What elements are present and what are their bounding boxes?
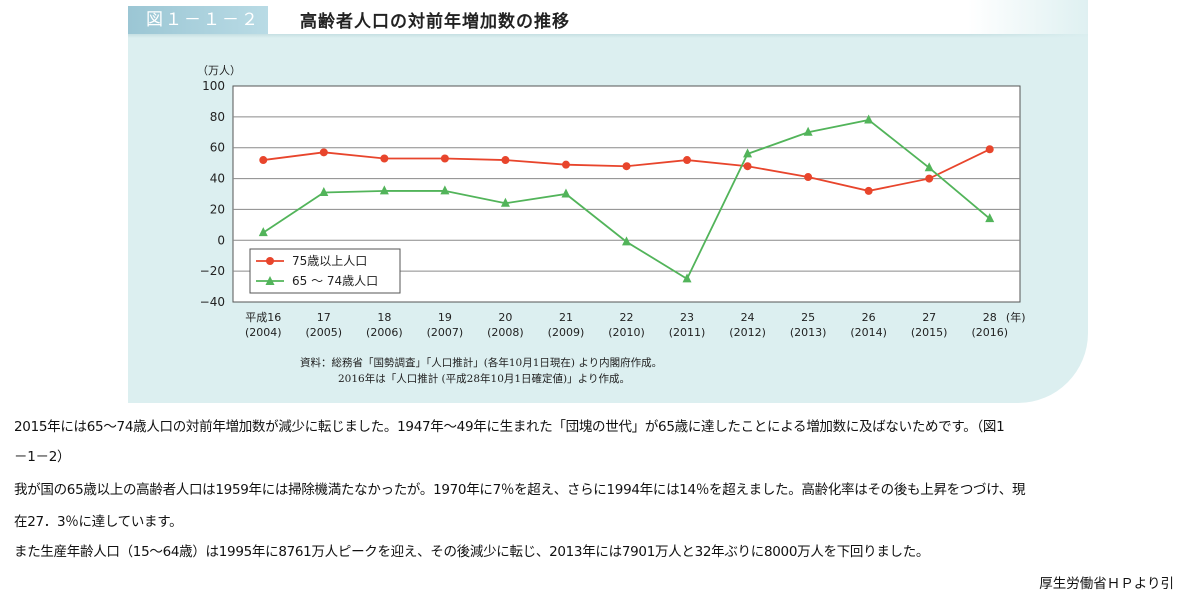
x-tick-label: (2012): [729, 326, 766, 339]
data-point: [682, 273, 692, 283]
data-point: [985, 213, 995, 223]
x-tick-label: (2014): [850, 326, 887, 339]
paragraph-1-line-2: －1－2）: [14, 449, 71, 465]
data-point: [380, 154, 389, 163]
data-point: [743, 162, 752, 171]
source-credit: 厚生労働省ＨＰより引: [1039, 576, 1174, 592]
data-point: [924, 162, 934, 172]
legend: [249, 248, 401, 294]
data-point: [803, 126, 813, 136]
data-point: [258, 227, 268, 237]
x-tick-label: (2009): [548, 326, 585, 339]
y-tick-label: 0: [217, 233, 225, 247]
x-tick-label: (2016): [971, 326, 1008, 339]
data-point: [561, 188, 571, 198]
x-tick-label: 19: [438, 311, 452, 324]
x-tick-label: 23: [680, 311, 694, 324]
source-note-line-2: 2016年は「人口推計 (平成28年10月1日確定値)」より作成。: [338, 373, 630, 385]
figure-panel: 図１－１－２ 高齢者人口の対前年増加数の推移 100 80 60 40 20 0 −20 −4…: [128, 0, 1088, 403]
x-tick-label: (2010): [608, 326, 645, 339]
line-chart: 100 80 60 40 20 0 −20 −40 （万人） 平成16 (2004) 17 (2005)…: [197, 64, 1026, 339]
x-tick-label: 17: [317, 311, 331, 324]
data-point: [864, 186, 873, 195]
legend-label: 75歳以上人口: [292, 254, 367, 268]
y-tick-label: −40: [200, 295, 225, 309]
legend-marker: [265, 276, 275, 285]
x-tick-label: 21: [559, 311, 573, 324]
data-point: [622, 162, 631, 171]
x-tick-label: 20: [498, 311, 512, 324]
y-tick-label: 40: [210, 172, 225, 186]
figure-title: 高齢者人口の対前年増加数の推移: [300, 12, 570, 32]
figure-header: [128, 0, 1088, 38]
y-tick-label: −20: [200, 264, 225, 278]
y-tick-label: 20: [210, 202, 225, 216]
data-point: [804, 173, 813, 182]
data-point: [259, 156, 268, 165]
data-point: [319, 186, 329, 196]
x-axis-unit: (年): [1006, 310, 1026, 324]
figure-number-label: 図１－１－２: [128, 6, 268, 34]
y-tick-label: 80: [210, 110, 225, 124]
data-point: [319, 148, 328, 157]
y-tick-label: 60: [210, 141, 225, 155]
header-divider: [128, 34, 1088, 38]
x-tick-label: (2015): [911, 326, 948, 339]
data-point: [440, 185, 450, 195]
x-tick-label: (2006): [366, 326, 403, 339]
header-swoosh: [968, 0, 1088, 38]
y-tick-label: 100: [202, 79, 225, 93]
x-tick-label: 24: [741, 311, 755, 324]
x-tick-label: 平成16: [245, 311, 281, 324]
data-point: [500, 197, 510, 207]
data-point: [864, 114, 874, 124]
data-point: [985, 145, 994, 154]
paragraph-2-line-1: 我が国の65歳以上の高齢者人口は1959年には掃除機満たなかったが。1970年に…: [14, 482, 1026, 498]
x-tick-label: (2013): [790, 326, 827, 339]
x-tick-label: 26: [862, 311, 876, 324]
y-axis-label: （万人）: [197, 64, 241, 77]
x-tick-label: (2008): [487, 326, 524, 339]
x-tick-label: (2011): [669, 326, 706, 339]
paragraph-2-line-2: 在27．3％に達しています。: [14, 514, 183, 530]
data-point: [743, 148, 753, 158]
data-point: [622, 236, 631, 246]
data-point: [683, 156, 692, 165]
x-tick-label: 25: [801, 311, 815, 324]
data-point: [379, 185, 389, 195]
paragraph-3-line-1: また生産年齢人口（15～64歳）は1995年に8761万人ピークを迎え、その後減…: [14, 544, 930, 560]
data-point: [925, 174, 934, 183]
x-tick-label: 18: [377, 311, 391, 324]
x-tick-label: (2004): [245, 326, 282, 339]
x-tick-label: 22: [620, 311, 634, 324]
legend-marker: [266, 257, 274, 265]
x-tick-label: 28: [983, 311, 997, 324]
legend-label: 65 ～ 74歳人口: [292, 274, 378, 288]
x-tick-label: (2005): [306, 326, 343, 339]
source-note-line-1: 資料：総務省「国勢調査」「人口推計」(各年10月1日現在) より内閣府作成。: [300, 357, 663, 369]
paragraph-1-line-1: 2015年には65～74歳人口の対前年増加数が減少に転じました。1947年～49…: [14, 419, 1005, 435]
data-point: [501, 156, 510, 165]
data-point: [440, 154, 449, 163]
data-point: [561, 160, 570, 169]
x-tick-label: (2007): [427, 326, 464, 339]
x-tick-label: 27: [922, 311, 936, 324]
